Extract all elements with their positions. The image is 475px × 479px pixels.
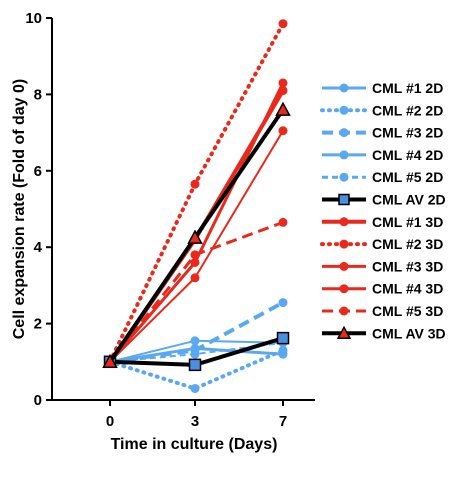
- x-tick-label: 3: [191, 413, 199, 430]
- legend-label: CML #3 3D: [372, 258, 443, 274]
- legend-label: CML AV 2D: [372, 192, 446, 208]
- data-point: [339, 306, 349, 316]
- data-point: [190, 349, 200, 359]
- legend-entry: CML #1 2D: [322, 80, 443, 96]
- series-cml-av-3d: [102, 101, 291, 369]
- legend-label: CML #4 3D: [372, 281, 443, 297]
- legend-label: CML #3 2D: [372, 125, 443, 141]
- legend-entry: CML #4 3D: [322, 281, 443, 297]
- data-point-triangle: [187, 229, 203, 244]
- data-point: [278, 78, 288, 88]
- data-point-square: [188, 358, 202, 372]
- data-point: [278, 19, 288, 29]
- series-line: [108, 82, 285, 363]
- legend-entry: CML #3 3D: [322, 258, 443, 274]
- data-point-square: [276, 331, 290, 345]
- legend-entry: CML #5 3D: [322, 303, 443, 319]
- data-point: [278, 298, 288, 308]
- legend: CML #1 2D CML #2 2D CML #3 2D CML #4 2D CML …: [320, 80, 446, 341]
- y-tick-label: 6: [34, 163, 42, 180]
- legend-label: CML AV 3D: [372, 325, 446, 341]
- data-point: [190, 384, 200, 394]
- data-point: [278, 126, 288, 136]
- x-tick-label: 7: [279, 413, 287, 430]
- legend-entry: CML #4 2D: [322, 147, 443, 163]
- series-cml-3-3d: [105, 78, 288, 367]
- legend-label: CML #4 2D: [372, 147, 443, 163]
- legend-label: CML #5 2D: [372, 169, 443, 185]
- data-point: [190, 250, 200, 260]
- series-line: [108, 21, 285, 364]
- data-point-triangle: [102, 353, 118, 369]
- x-tick-label: 0: [106, 413, 114, 430]
- legend-label: CML #1 2D: [372, 80, 443, 96]
- data-point-square: [338, 193, 350, 206]
- data-point: [339, 239, 349, 249]
- x-ticks: 0 3 7: [106, 400, 287, 430]
- legend-entry: CML #3 2D: [322, 125, 443, 141]
- data-point: [339, 261, 349, 271]
- data-point: [190, 336, 200, 346]
- data-point: [339, 172, 349, 182]
- axes: [51, 18, 315, 401]
- x-axis-title: Time in culture (Days): [111, 436, 278, 453]
- data-point: [339, 217, 349, 227]
- series-cml-av-2d: [103, 331, 290, 372]
- legend-entry: CML #1 3D: [322, 214, 443, 230]
- data-point: [278, 345, 288, 355]
- y-tick-label: 8: [34, 86, 42, 103]
- legend-entry: CML AV 3D: [322, 325, 446, 341]
- legend-label: CML #2 3D: [372, 236, 443, 252]
- data-point: [339, 284, 349, 294]
- data-point: [339, 83, 349, 93]
- y-tick-label: 4: [34, 239, 43, 256]
- legend-label: CML #1 3D: [372, 214, 443, 230]
- data-point: [339, 150, 349, 160]
- data-point-triangle: [336, 325, 352, 340]
- legend-label: CML #2 2D: [372, 102, 443, 118]
- data-point: [278, 217, 288, 227]
- y-tick-label: 0: [34, 392, 42, 409]
- y-ticks: 0 2 4 6 8 10: [25, 10, 52, 409]
- data-point: [339, 105, 349, 115]
- y-axis-title: Cell expansion rate (Fold of day 0): [11, 79, 28, 340]
- legend-label: CML #5 3D: [372, 303, 443, 319]
- legend-entry: CML #2 3D: [320, 236, 443, 252]
- data-point-triangle: [275, 101, 291, 116]
- y-tick-label: 2: [34, 316, 42, 333]
- data-point: [190, 273, 200, 283]
- legend-entry: CML #5 2D: [322, 169, 443, 185]
- data-point: [190, 257, 200, 267]
- legend-entry: CML AV 2D: [322, 192, 446, 208]
- y-tick-label: 10: [25, 10, 42, 27]
- series-layer: [102, 19, 291, 394]
- legend-entry: CML #2 2D: [320, 102, 443, 118]
- data-point: [339, 128, 349, 138]
- data-point: [190, 179, 200, 189]
